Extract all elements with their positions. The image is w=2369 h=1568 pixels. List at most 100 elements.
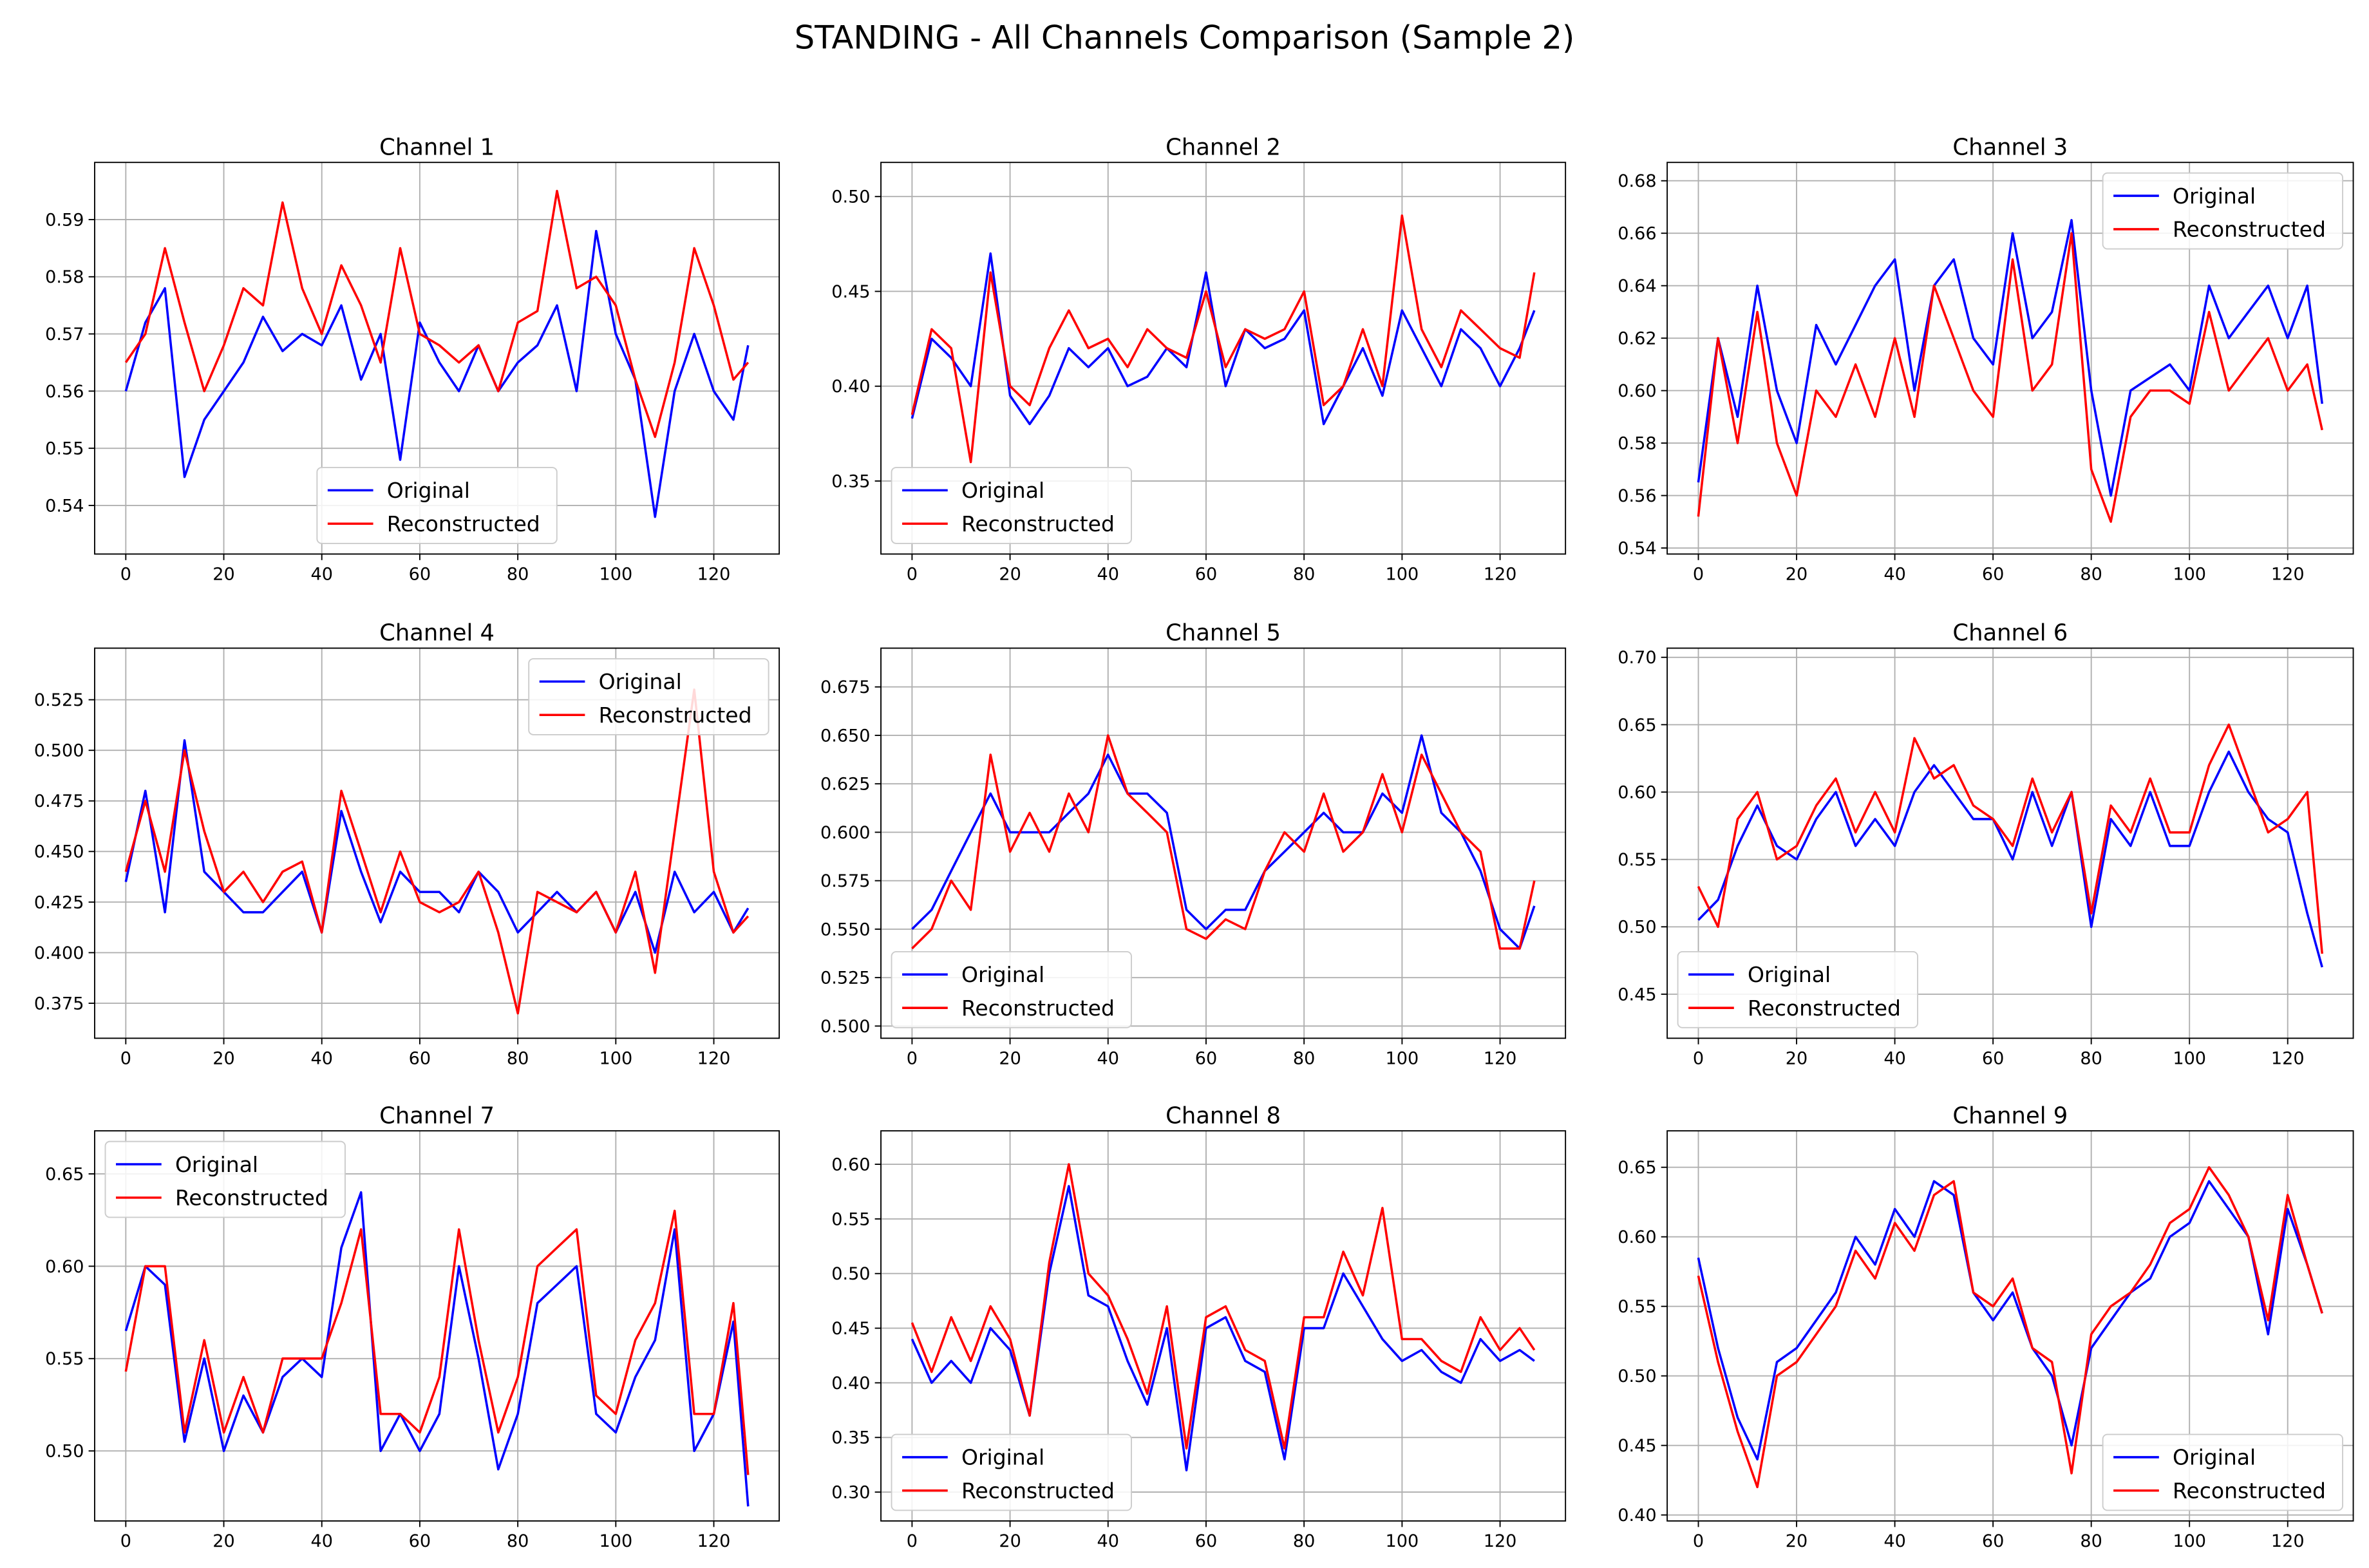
legend: Original Reconstructed	[891, 467, 1132, 544]
x-tick-label: 20	[1786, 1048, 1807, 1068]
legend-label: Original	[599, 669, 682, 694]
legend: Original Reconstructed	[1677, 951, 1918, 1028]
series-line-original	[124, 1191, 750, 1507]
legend-label: Reconstructed	[961, 1478, 1115, 1504]
y-tick-label: 0.66	[1618, 224, 1656, 244]
series-line-original	[911, 1185, 1535, 1471]
y-tick-label: 0.56	[1618, 486, 1656, 506]
y-tick-label: 0.475	[34, 791, 84, 811]
subplot-title: Channel 1	[379, 134, 495, 160]
legend-label: Original	[961, 1445, 1044, 1470]
x-tick-label: 80	[507, 1531, 529, 1551]
series-line-reconstructed	[124, 688, 750, 1015]
legend: Original Reconstructed	[891, 1433, 1132, 1511]
x-tick-label: 0	[120, 564, 131, 584]
subplot-title: Channel 7	[379, 1102, 495, 1129]
x-tick-label: 60	[1982, 1531, 2004, 1551]
series-line-original	[911, 734, 1536, 950]
y-tick-label: 0.625	[820, 775, 871, 795]
y-tick-label: 0.45	[1618, 985, 1656, 1005]
y-tick-label: 0.70	[1618, 648, 1656, 668]
subplot-title: Channel 4	[379, 620, 495, 647]
legend-label: Reconstructed	[2173, 217, 2326, 242]
legend-box	[1677, 951, 1918, 1028]
legend-label: Original	[961, 962, 1044, 987]
subplot-channel-7: Channel 7 0 20 40 60 80 100 120 0.50 0.55 0.60 0.65…	[45, 1102, 780, 1551]
y-tick-label: 0.45	[831, 282, 870, 302]
x-tick-label: 100	[1386, 564, 1419, 584]
legend: Original Reconstructed	[528, 658, 769, 735]
x-tick-label: 60	[409, 564, 431, 584]
figure-title: STANDING - All Channels Comparison (Samp…	[795, 19, 1575, 56]
x-tick-label: 80	[1293, 1531, 1315, 1551]
y-tick-label: 0.54	[1618, 538, 1656, 558]
x-tick-label: 60	[409, 1048, 431, 1068]
x-tick-label: 80	[1293, 1048, 1315, 1068]
y-tick-label: 0.55	[1618, 1297, 1656, 1317]
y-tick-label: 0.35	[831, 471, 870, 491]
legend-box	[891, 467, 1132, 544]
x-tick-label: 100	[2173, 1531, 2206, 1551]
x-tick-label: 0	[907, 1048, 918, 1068]
y-tick-label: 0.40	[831, 1374, 870, 1393]
y-tick-label: 0.60	[1618, 1227, 1656, 1247]
x-tick-label: 0	[907, 564, 918, 584]
subplot-title: Channel 3	[1952, 134, 2068, 160]
y-tick-label: 0.525	[34, 690, 84, 710]
legend-label: Reconstructed	[2173, 1478, 2326, 1504]
x-tick-label: 40	[1097, 1048, 1119, 1068]
x-tick-label: 40	[310, 1531, 332, 1551]
legend-label: Reconstructed	[1748, 996, 1901, 1021]
subplot-channel-1: Channel 1 0 20 40 60 80 100 120 0.54 0.55 0.56 0.57…	[45, 134, 780, 584]
y-tick-label: 0.56	[45, 382, 84, 402]
subplot-channel-8: Channel 8 0 20 40 60 80 100 120 0.30 0.35 0.40 0.45…	[831, 1102, 1567, 1551]
x-tick-label: 120	[2271, 564, 2305, 584]
subplot-channel-3: Channel 3 0 20 40 60 80 100 120 0.54 0.56 0.58 0.60…	[1618, 134, 2354, 584]
subplot-channel-4: Channel 4 0 20 40 60 80 100 120 0.375 0.400 0.425 0…	[34, 620, 780, 1068]
series-line-reconstructed	[911, 1163, 1536, 1450]
y-tick-label: 0.60	[1618, 381, 1656, 401]
x-tick-label: 120	[2271, 1048, 2305, 1068]
axes-frame	[880, 162, 1567, 555]
series-line-original	[124, 229, 750, 518]
y-tick-label: 0.64	[1618, 276, 1656, 296]
legend-box	[316, 467, 558, 544]
series-line-original	[911, 252, 1536, 426]
legend: Original Reconstructed	[2102, 1433, 2343, 1511]
y-tick-label: 0.55	[45, 439, 84, 459]
legend: Original Reconstructed	[316, 467, 558, 544]
series-line-reconstructed	[1697, 232, 2323, 523]
x-tick-label: 80	[2080, 564, 2102, 584]
y-tick-label: 0.60	[1618, 782, 1656, 802]
y-tick-label: 0.50	[45, 1442, 84, 1462]
axes-frame	[880, 647, 1567, 1039]
x-tick-label: 60	[1982, 1048, 2004, 1068]
x-tick-label: 120	[2271, 1531, 2305, 1551]
y-tick-label: 0.55	[45, 1349, 84, 1369]
x-tick-label: 100	[599, 564, 632, 584]
x-tick-label: 40	[310, 564, 332, 584]
legend-label: Original	[1748, 962, 1831, 987]
x-tick-label: 60	[1982, 564, 2004, 584]
y-tick-label: 0.50	[831, 1264, 870, 1284]
series-line-original	[1697, 219, 2323, 497]
x-tick-label: 40	[1883, 564, 1905, 584]
legend-label: Reconstructed	[599, 703, 752, 728]
y-tick-label: 0.500	[820, 1017, 871, 1037]
legend-label: Original	[387, 478, 470, 503]
x-tick-label: 60	[1195, 1531, 1217, 1551]
axes-frame	[94, 1130, 780, 1522]
y-tick-label: 0.58	[1618, 434, 1656, 454]
y-tick-label: 0.60	[45, 1257, 84, 1277]
x-tick-label: 80	[507, 564, 529, 584]
axes-frame	[94, 647, 780, 1039]
y-tick-label: 0.68	[1618, 171, 1656, 191]
x-tick-label: 120	[1484, 564, 1517, 584]
y-tick-label: 0.65	[1618, 715, 1656, 735]
legend-label: Reconstructed	[175, 1185, 328, 1211]
axes-frame	[1666, 1130, 2354, 1522]
y-tick-label: 0.54	[45, 496, 84, 516]
y-tick-label: 0.375	[34, 994, 84, 1014]
series-line-original	[124, 739, 750, 954]
y-tick-label: 0.35	[831, 1428, 870, 1448]
